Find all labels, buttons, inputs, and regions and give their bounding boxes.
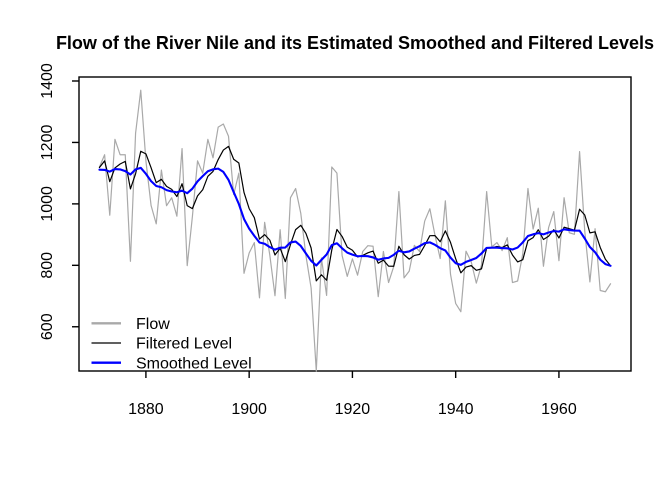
y-tick-label: 600	[39, 313, 56, 340]
y-tick-label: 1400	[39, 63, 56, 99]
filtered-level-line	[98, 145, 612, 282]
flow-line	[98, 89, 612, 372]
chart-title: Flow of the River Nile and its Estimated…	[55, 33, 655, 53]
x-axis: 1880 1900 1920 1940 1960	[128, 371, 577, 418]
legend-label-smoothed-level: Smoothed Level	[136, 355, 252, 372]
x-tick-label: 1900	[231, 401, 267, 418]
y-tick-label: 800	[39, 252, 56, 279]
legend: Flow Filtered Level Smoothed Level	[91, 316, 252, 372]
x-tick-label: 1940	[438, 401, 474, 418]
y-axis: 600 800 1000 1200 1400	[39, 63, 79, 340]
smoothed-level-line	[98, 166, 612, 267]
legend-label-flow: Flow	[136, 316, 170, 333]
x-tick-label: 1960	[541, 401, 577, 418]
y-tick-label: 1000	[39, 186, 56, 222]
y-tick-label: 1200	[39, 125, 56, 161]
legend-label-filtered-level: Filtered Level	[136, 336, 232, 353]
x-tick-label: 1920	[335, 401, 371, 418]
plot-box	[78, 76, 632, 372]
x-tick-label: 1880	[128, 401, 164, 418]
